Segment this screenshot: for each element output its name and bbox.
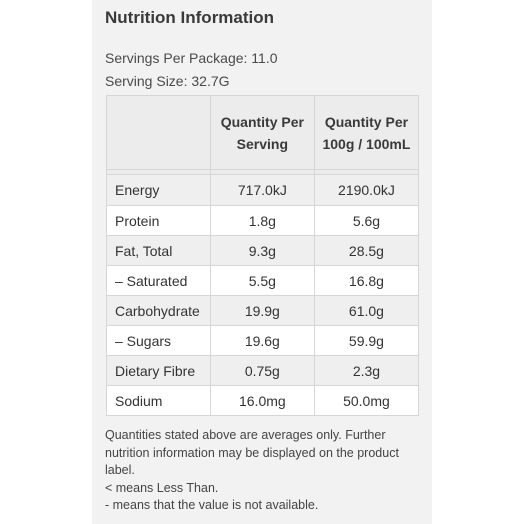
- per-100-value: 59.9g: [313, 325, 420, 356]
- table-header-row: Quantity Per Serving Quantity Per 100g /…: [106, 95, 420, 170]
- per-serving-value: 1.8g: [209, 205, 315, 236]
- per-serving-value: 9.3g: [209, 235, 315, 266]
- table-row: Fat, Total 9.3g 28.5g: [106, 235, 420, 266]
- per-100-value: 16.8g: [313, 265, 420, 296]
- nutrient-name: Sodium: [106, 385, 211, 416]
- left-margin: [0, 0, 92, 524]
- per-serving-value: 0.75g: [209, 355, 315, 386]
- per-100-value: 28.5g: [313, 235, 420, 266]
- nutrient-name: Energy: [106, 174, 211, 206]
- per-100-value: 61.0g: [313, 295, 420, 326]
- header-per-serving: Quantity Per Serving: [209, 95, 315, 170]
- per-serving-value: 717.0kJ: [209, 174, 315, 206]
- servings-per-package: Servings Per Package: 11.0: [105, 50, 278, 66]
- nutrient-name: Protein: [106, 205, 211, 236]
- nutrient-name: Dietary Fibre: [106, 355, 211, 386]
- table-row: – Saturated 5.5g 16.8g: [106, 265, 420, 296]
- averages-note: Quantities stated above are averages onl…: [105, 428, 399, 477]
- table-row: – Sugars 19.6g 59.9g: [106, 325, 420, 356]
- nutrition-table: Quantity Per Serving Quantity Per 100g /…: [106, 95, 420, 416]
- per-100-value: 2190.0kJ: [313, 174, 420, 206]
- serving-size: Serving Size: 32.7G: [105, 73, 230, 89]
- section-title: Nutrition Information: [105, 8, 275, 27]
- less-than-note: < means Less Than.: [105, 480, 219, 495]
- nutrient-name: – Sugars: [106, 325, 211, 356]
- per-100-value: 50.0mg: [313, 385, 420, 416]
- table-row: Dietary Fibre 0.75g 2.3g: [106, 355, 420, 386]
- per-serving-value: 19.6g: [209, 325, 315, 356]
- not-available-note: - means that the value is not available.: [105, 498, 319, 512]
- nutrient-name: – Saturated: [106, 265, 211, 296]
- table-row: Sodium 16.0mg 50.0mg: [106, 385, 420, 416]
- per-serving-value: 5.5g: [209, 265, 315, 296]
- per-serving-value: 19.9g: [209, 295, 315, 326]
- per-100-value: 2.3g: [313, 355, 420, 386]
- table-row: Protein 1.8g 5.6g: [106, 205, 420, 236]
- right-margin: [432, 0, 524, 524]
- nutrient-name: Fat, Total: [106, 235, 211, 266]
- per-serving-value: 16.0mg: [209, 385, 315, 416]
- header-per-100: Quantity Per 100g / 100mL: [313, 95, 420, 170]
- header-blank-cell: [106, 95, 211, 170]
- table-row: Carbohydrate 19.9g 61.0g: [106, 295, 420, 326]
- table-row: Energy 717.0kJ 2190.0kJ: [106, 174, 420, 206]
- per-100-value: 5.6g: [313, 205, 420, 236]
- footnotes: Quantities stated above are averages onl…: [105, 427, 420, 515]
- nutrient-name: Carbohydrate: [106, 295, 211, 326]
